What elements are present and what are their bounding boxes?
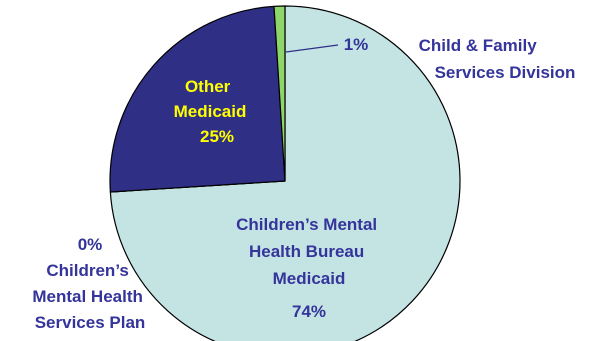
- slice-label-cmhb-medicaid: Children’s Mental Health Bureau Medicaid: [236, 215, 382, 288]
- slice-percent-other-medicaid: 25%: [200, 127, 234, 146]
- pie-slice-3: [273, 5, 286, 182]
- leader-line-child-family: [285, 44, 339, 53]
- slice-percent-cmhsp: 0%: [78, 235, 103, 254]
- slice-label-other-medicaid: Other Medicaid: [174, 77, 247, 121]
- pie-slices: [109, 5, 461, 341]
- pie-slice-2: [109, 5, 286, 193]
- slice-label-child-family: Child & Family Services Division: [419, 36, 576, 82]
- slice-percent-cmhb-medicaid: 74%: [292, 302, 326, 321]
- slice-percent-child-family: 1%: [344, 35, 369, 54]
- slice-label-cmhsp: Children’s Mental Health Services Plan: [32, 261, 147, 332]
